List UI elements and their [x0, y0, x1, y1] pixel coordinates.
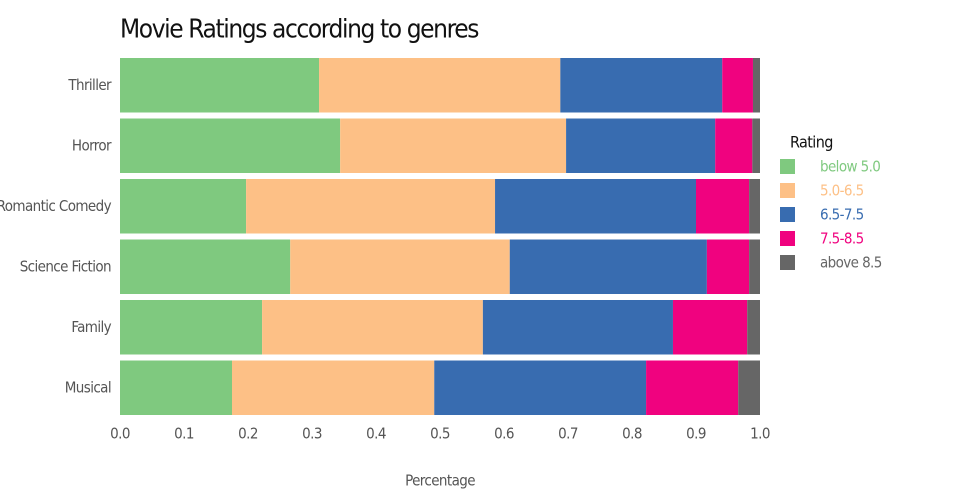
- legend-title: Rating: [790, 133, 833, 152]
- x-tick-label: 0.7: [558, 425, 578, 443]
- bar-segment: [646, 360, 739, 415]
- bar-segment: [482, 300, 673, 355]
- bar-segment: [722, 58, 753, 113]
- x-tick-label: 0.4: [366, 425, 386, 443]
- bar-segment: [566, 118, 716, 173]
- legend-label: below 5.0: [820, 158, 880, 176]
- legend-label: above 8.5: [820, 254, 882, 272]
- legend-swatch: [780, 183, 795, 198]
- bar-segment: [120, 360, 232, 415]
- bar-segment: [120, 118, 341, 173]
- bar-segment: [560, 58, 723, 113]
- x-tick-label: 0.2: [238, 425, 258, 443]
- bar-segment: [696, 179, 750, 234]
- x-tick-label: 0.5: [430, 425, 450, 443]
- legend-swatch: [780, 159, 795, 174]
- legend-label: 6.5-7.5: [820, 206, 864, 224]
- x-tick-label: 1.0: [750, 425, 770, 443]
- chart-title: Movie Ratings according to genres: [120, 15, 479, 45]
- bar-segment: [706, 239, 750, 294]
- bar-segment: [246, 179, 496, 234]
- bar-segment: [752, 58, 760, 113]
- y-tick-label: Science Fiction: [20, 257, 111, 275]
- bar-segment: [738, 360, 760, 415]
- legend-label: 7.5-8.5: [820, 230, 864, 248]
- bar-segment: [752, 118, 760, 173]
- bar-segment: [434, 360, 647, 415]
- bar-segment: [120, 179, 247, 234]
- y-tick-label: Musical: [65, 378, 111, 396]
- bar-segment: [319, 58, 561, 113]
- bar-segment: [232, 360, 435, 415]
- legend-swatch: [780, 207, 795, 222]
- x-tick-label: 0.1: [174, 425, 194, 443]
- y-tick-label: Romantic Comedy: [0, 197, 112, 215]
- bar-segment: [715, 118, 753, 173]
- y-tick-label: Family: [71, 318, 111, 336]
- bar-segment: [509, 239, 707, 294]
- bar-segment: [120, 58, 320, 113]
- bar-segment: [120, 239, 291, 294]
- legend-label: 5.0-6.5: [820, 182, 864, 200]
- bar-segment: [262, 300, 483, 355]
- y-tick-label: Horror: [72, 136, 112, 154]
- bar-segment: [747, 300, 760, 355]
- legend-swatch: [780, 255, 795, 270]
- x-tick-label: 0.9: [686, 425, 706, 443]
- x-tick-label: 0.3: [302, 425, 322, 443]
- bar-segment: [290, 239, 510, 294]
- y-tick-label: Thriller: [67, 76, 112, 94]
- bar-segment: [495, 179, 696, 234]
- x-tick-label: 0.6: [494, 425, 514, 443]
- bar-segment: [749, 179, 760, 234]
- x-axis-title: Percentage: [405, 472, 475, 490]
- bar-segment: [340, 118, 567, 173]
- legend-swatch: [780, 231, 795, 246]
- x-tick-label: 0.8: [622, 425, 642, 443]
- bar-segment: [672, 300, 748, 355]
- x-tick-label: 0.0: [110, 425, 130, 443]
- bar-segment: [120, 300, 263, 355]
- bar-segment: [749, 239, 760, 294]
